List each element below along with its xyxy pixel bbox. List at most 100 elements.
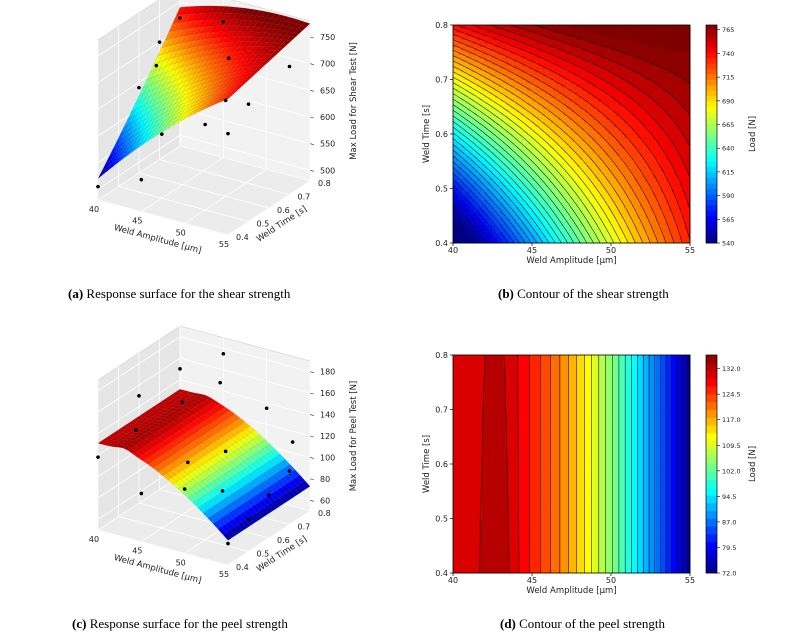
contour-cell: [587, 83, 591, 88]
contour-cell: [560, 148, 564, 153]
contour-cell: [518, 104, 522, 109]
contour-cell: [545, 43, 549, 48]
contour-cell: [592, 217, 596, 222]
contour-cell: [539, 61, 543, 66]
contour-cell: [479, 188, 483, 193]
contour-cell: [576, 83, 580, 88]
contour-cell: [555, 75, 559, 80]
contour-cell: [592, 137, 596, 142]
contour-cell: [542, 134, 546, 139]
contour-cell: [639, 25, 643, 30]
contour-cell: [510, 61, 514, 66]
contour-cell: [474, 57, 478, 62]
z-tick-label: 550: [320, 140, 335, 149]
contour-cell: [471, 104, 475, 109]
contour-cell: [500, 130, 504, 135]
contour-cell: [592, 228, 596, 233]
contour-cell: [481, 64, 485, 69]
contour-cell: [518, 134, 522, 139]
contour-cell: [603, 221, 607, 226]
contour-cell: [642, 166, 646, 171]
contour-cell: [634, 43, 638, 48]
contour-cell: [545, 235, 549, 240]
contour-cell: [642, 112, 646, 117]
contour-cell: [505, 68, 509, 73]
contour-cell: [616, 235, 620, 240]
contour-cell: [453, 115, 457, 120]
contour-cell: [639, 43, 643, 48]
contour-cell: [571, 224, 575, 229]
contour-cell: [560, 206, 564, 211]
contour-cell: [566, 170, 570, 175]
contour-cell: [629, 134, 633, 139]
contour-cell: [618, 224, 622, 229]
contour-cell: [571, 235, 575, 240]
contour-cell: [500, 141, 504, 146]
contour-cell: [542, 177, 546, 182]
contour-cell: [563, 239, 567, 244]
contour-cell: [455, 86, 459, 91]
contour-cell: [466, 61, 470, 66]
contour-cell: [489, 86, 493, 91]
contour-cell: [489, 28, 493, 33]
contour-cell: [532, 152, 536, 157]
contour-cell: [487, 155, 491, 160]
contour-cell: [587, 155, 591, 160]
contour-cell: [576, 239, 580, 244]
contour-cell: [576, 72, 580, 77]
contour-cell: [605, 181, 609, 186]
contour-cell: [592, 75, 596, 80]
contour-cell: [547, 137, 551, 142]
contour-cell: [608, 192, 612, 197]
contour-cell: [587, 166, 591, 171]
contour-cell: [521, 188, 525, 193]
contour-cell: [513, 83, 517, 88]
contour-cell: [566, 101, 570, 106]
contour-cell: [513, 32, 517, 37]
contour-cell: [639, 173, 643, 178]
contour-cell: [605, 61, 609, 66]
contour-cell: [474, 239, 478, 244]
contour-cell: [471, 199, 475, 204]
contour-cell: [492, 235, 496, 240]
contour-cell: [532, 221, 536, 226]
contour-cell: [481, 32, 485, 37]
contour-cell: [605, 101, 609, 106]
contour-cell: [626, 173, 630, 178]
contour-cell: [503, 159, 507, 164]
contour-cell: [624, 224, 628, 229]
contour-cell: [516, 155, 520, 160]
contour-cell: [595, 35, 599, 40]
contour-cell: [542, 195, 546, 200]
contour-cell: [634, 141, 638, 146]
contour-cell: [571, 72, 575, 77]
contour-cell: [629, 101, 633, 106]
contour-cell: [563, 28, 567, 33]
contour-cell: [634, 155, 638, 160]
contour-cell: [616, 195, 620, 200]
contour-cell: [453, 170, 457, 175]
contour-cell: [547, 166, 551, 171]
contour-cell: [534, 148, 538, 153]
contour-cell: [476, 126, 480, 131]
contour-cell: [632, 134, 636, 139]
contour-cell: [582, 126, 586, 131]
contour-cell: [579, 228, 583, 233]
contour-cell: [524, 228, 528, 233]
contour-cell: [568, 217, 572, 222]
contour-cell: [474, 28, 478, 33]
contour-cell: [626, 144, 630, 149]
contour-cell: [579, 232, 583, 237]
contour-cell: [574, 173, 578, 178]
contour-cell: [529, 104, 533, 109]
contour-cell: [550, 112, 554, 117]
contour-cell: [539, 68, 543, 73]
contour-cell: [624, 199, 628, 204]
contour-cell: [471, 126, 475, 131]
contour-cell: [455, 221, 459, 226]
contour-cell: [589, 126, 593, 131]
contour-cell: [584, 213, 588, 218]
contour-cell: [600, 217, 604, 222]
contour-cell: [503, 72, 507, 77]
contour-cell: [495, 104, 499, 109]
